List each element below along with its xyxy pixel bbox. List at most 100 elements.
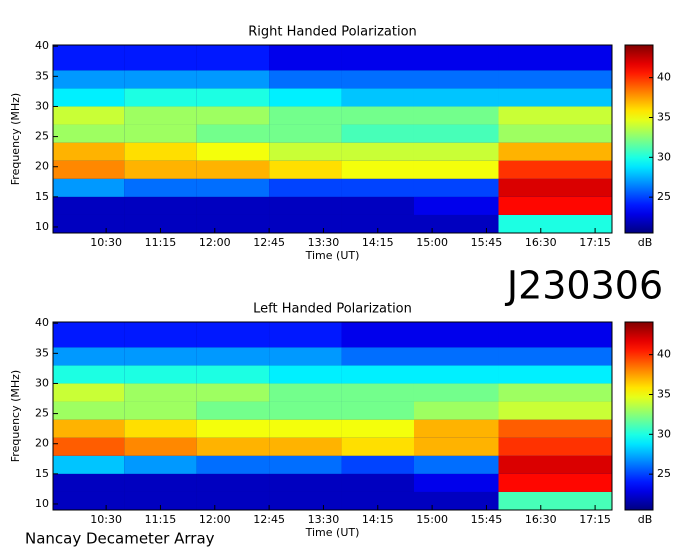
heat-cell bbox=[196, 455, 270, 474]
y-axis-label: Frequency (MHz) bbox=[9, 93, 22, 185]
heat-cell bbox=[196, 322, 270, 348]
y-tick-label: 25 bbox=[35, 130, 49, 143]
heat-cell bbox=[53, 70, 125, 89]
heat-cell bbox=[196, 473, 270, 492]
heat-cell bbox=[269, 383, 342, 402]
heat-cell bbox=[196, 124, 270, 143]
plot-frame bbox=[52, 321, 613, 511]
heat-cell bbox=[498, 455, 612, 474]
colorbar-label: dB bbox=[638, 236, 653, 249]
heat-cell bbox=[53, 347, 125, 366]
y-tick-label: 10 bbox=[35, 220, 49, 233]
heat-cell bbox=[53, 106, 125, 125]
colorbar-tick-label: 25 bbox=[657, 190, 671, 203]
heat-cell bbox=[124, 106, 197, 125]
plot-frame bbox=[52, 44, 613, 234]
x-tick-label: 15:00 bbox=[416, 236, 448, 249]
heat-cell bbox=[196, 437, 270, 456]
heat-cell bbox=[341, 70, 414, 89]
heat-cell bbox=[341, 322, 414, 348]
heat-cell bbox=[341, 365, 414, 384]
heat-cell bbox=[124, 196, 197, 215]
heat-cell bbox=[341, 347, 414, 366]
heat-cell bbox=[196, 196, 270, 215]
y-tick-label: 15 bbox=[35, 190, 49, 203]
heat-cell bbox=[53, 214, 125, 233]
heat-cell bbox=[269, 322, 342, 348]
heat-cell bbox=[413, 383, 499, 402]
colorbar-tick-label: 40 bbox=[657, 348, 671, 361]
heat-cell bbox=[498, 160, 612, 179]
chart-title: Right Handed Polarization bbox=[248, 25, 417, 40]
heat-cell bbox=[413, 473, 499, 492]
heat-cell bbox=[269, 124, 342, 143]
heat-cell bbox=[196, 491, 270, 510]
heat-cell bbox=[498, 106, 612, 125]
heat-cell bbox=[498, 491, 612, 510]
heat-cell bbox=[498, 124, 612, 143]
heat-cell bbox=[269, 437, 342, 456]
heat-cell bbox=[124, 45, 197, 71]
heat-cell bbox=[196, 45, 270, 71]
heat-cell bbox=[498, 473, 612, 492]
heat-cell bbox=[341, 160, 414, 179]
heat-cell bbox=[341, 45, 414, 71]
x-tick-label: 13:30 bbox=[308, 513, 340, 526]
y-tick-label: 10 bbox=[35, 497, 49, 510]
heat-cell bbox=[413, 491, 499, 510]
heat-cell bbox=[53, 401, 125, 420]
x-axis-label: Time (UT) bbox=[305, 249, 360, 262]
heat-cell bbox=[53, 455, 125, 474]
x-tick-label: 11:15 bbox=[145, 236, 177, 249]
heat-cell bbox=[269, 491, 342, 510]
y-axis-label: Frequency (MHz) bbox=[9, 370, 22, 462]
x-tick-label: 12:00 bbox=[199, 236, 231, 249]
heat-cell bbox=[341, 419, 414, 438]
heat-cell bbox=[341, 437, 414, 456]
heat-cell bbox=[413, 214, 499, 233]
heat-cell bbox=[413, 196, 499, 215]
x-tick-label: 17:15 bbox=[579, 513, 611, 526]
x-tick-label: 15:00 bbox=[416, 513, 448, 526]
heat-cell bbox=[341, 473, 414, 492]
heat-cell bbox=[413, 160, 499, 179]
x-tick-label: 10:30 bbox=[90, 236, 122, 249]
heat-cell bbox=[124, 70, 197, 89]
heat-cell bbox=[413, 124, 499, 143]
heat-cell bbox=[413, 365, 499, 384]
heat-cell bbox=[498, 142, 612, 161]
heat-cell bbox=[269, 70, 342, 89]
heat-cell bbox=[413, 70, 499, 89]
heat-cell bbox=[269, 45, 342, 71]
heat-cell bbox=[269, 365, 342, 384]
heat-cell bbox=[196, 88, 270, 107]
x-tick-label: 10:30 bbox=[90, 513, 122, 526]
heat-cell bbox=[341, 88, 414, 107]
heat-cell bbox=[196, 70, 270, 89]
heat-cell bbox=[341, 455, 414, 474]
heat-cell bbox=[124, 419, 197, 438]
x-tick-label: 15:45 bbox=[471, 513, 503, 526]
observation-id: J230306 bbox=[505, 264, 663, 308]
heat-cell bbox=[498, 347, 612, 366]
heat-cell bbox=[196, 214, 270, 233]
heat-cell bbox=[196, 142, 270, 161]
heat-cell bbox=[269, 347, 342, 366]
colorbar bbox=[624, 321, 654, 511]
colorbar-tick-label: 30 bbox=[657, 150, 671, 163]
heat-cell bbox=[413, 347, 499, 366]
footer: Nancay Decameter Array bbox=[25, 530, 215, 548]
heat-cell bbox=[53, 383, 125, 402]
heat-cell bbox=[498, 383, 612, 402]
heat-cell bbox=[124, 401, 197, 420]
heat-cell bbox=[341, 491, 414, 510]
heat-cell bbox=[498, 437, 612, 456]
colorbar-tick-label: 30 bbox=[657, 427, 671, 440]
heat-cell bbox=[53, 124, 125, 143]
heat-cell bbox=[124, 124, 197, 143]
heat-cell bbox=[196, 106, 270, 125]
heat-cell bbox=[498, 419, 612, 438]
heat-cell bbox=[196, 401, 270, 420]
x-tick-label: 13:30 bbox=[308, 236, 340, 249]
